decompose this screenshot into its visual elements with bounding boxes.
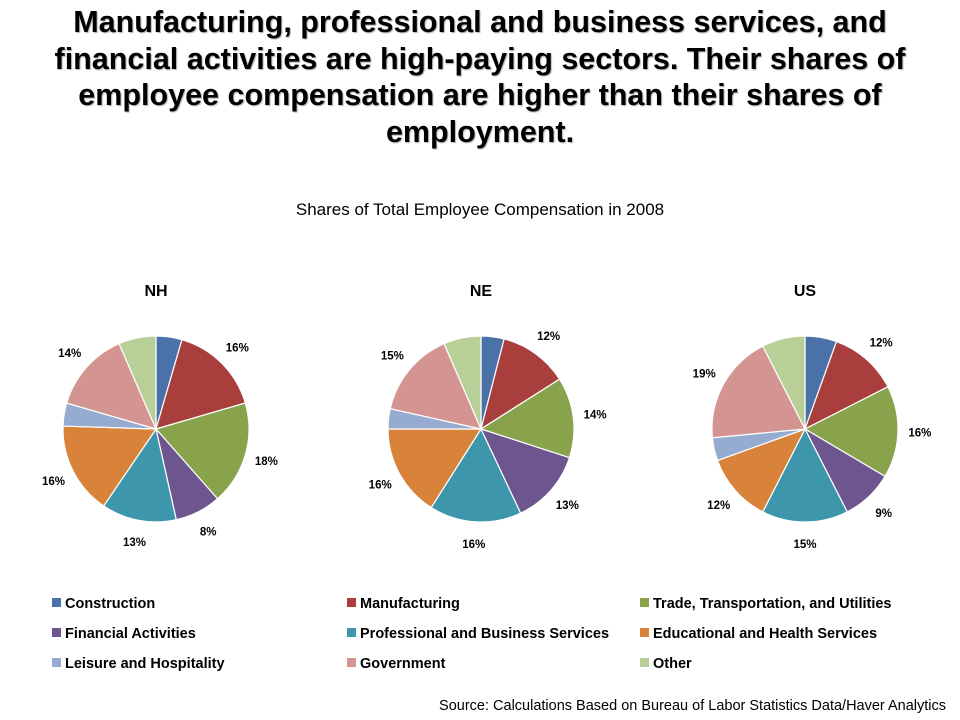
slice-nh-4 — [102, 427, 178, 523]
slice-nh-1 — [155, 338, 247, 430]
legend-label: Financial Activities — [65, 626, 196, 642]
data-label-us-7: 19% — [693, 369, 716, 381]
pie-name-nh: NH — [144, 283, 167, 300]
slice-us-8 — [761, 335, 806, 430]
data-label-us-4: 15% — [793, 539, 816, 551]
slice-ne-8 — [443, 335, 482, 430]
legend-label: Trade, Transportation, and Utilities — [653, 596, 892, 612]
slice-ne-1 — [480, 338, 561, 431]
data-label-us-1: 12% — [870, 338, 893, 350]
pie-name-us: US — [794, 283, 817, 300]
data-label-ne-7: 15% — [381, 351, 404, 363]
slice-nh-2 — [154, 402, 250, 500]
slice-nh-8 — [118, 335, 157, 430]
legend-item: Manufacturing — [347, 596, 460, 612]
slice-us-5 — [716, 427, 807, 513]
slice-ne-5 — [387, 428, 483, 509]
legend-item: Leisure and Hospitality — [52, 656, 225, 672]
legend-swatch — [640, 658, 649, 667]
legend-label: Educational and Health Services — [653, 626, 878, 642]
slice-us-2 — [803, 385, 899, 478]
data-label-us-2: 16% — [908, 428, 931, 440]
legend-swatch — [52, 628, 61, 637]
pie-name-ne: NE — [470, 283, 493, 300]
slice-us-1 — [803, 340, 889, 431]
data-label-ne-1: 12% — [537, 331, 560, 343]
data-label-nh-4: 13% — [123, 537, 146, 549]
data-label-ne-4: 16% — [462, 539, 485, 551]
data-label-us-3: 9% — [875, 508, 892, 520]
legend-swatch — [52, 598, 61, 607]
slice-ne-7 — [389, 342, 483, 430]
pie-us: US 12% 16% 9% 15% 12% 19% — [693, 283, 932, 551]
legend-swatch — [347, 658, 356, 667]
data-label-ne-2: 14% — [584, 410, 607, 422]
legend-item: Educational and Health Services — [640, 626, 877, 642]
legend-label: Leisure and Hospitality — [65, 656, 225, 672]
data-label-nh-2: 18% — [255, 456, 278, 468]
chart-title: Shares of Total Employee Compensation in… — [295, 200, 665, 219]
legend-swatch — [347, 598, 356, 607]
legend-item: Construction — [52, 596, 155, 612]
data-label-nh-5: 16% — [42, 476, 65, 488]
slice-nh-7 — [65, 342, 158, 430]
legend-label: Construction — [65, 596, 156, 612]
legend-swatch — [640, 598, 649, 607]
legend-item: Other — [640, 656, 692, 672]
slice-ne-4 — [430, 427, 522, 523]
slide-title: Manufacturing, professional and business… — [54, 5, 906, 149]
legend-label: Manufacturing — [360, 596, 460, 612]
legend-item: Government — [347, 656, 445, 672]
slice-nh-5 — [62, 425, 158, 507]
pie-nh: NH 16% 18% 8% 13% 16% 14% — [42, 283, 278, 549]
data-label-ne-3: 13% — [556, 500, 579, 512]
data-label-us-5: 12% — [707, 500, 730, 512]
data-label-nh-7: 14% — [58, 348, 81, 360]
source-note: Source: Calculations Based on Bureau of … — [439, 698, 946, 714]
data-label-ne-5: 16% — [369, 479, 392, 491]
slice-ne-3 — [479, 428, 571, 514]
pie-charts: NH16%18%8%13%16%14%NE12%14%13%16%16%15%U… — [42, 283, 932, 551]
legend-swatch — [640, 628, 649, 637]
legend-swatch — [347, 628, 356, 637]
legend-item: Professional and Business Services — [347, 626, 609, 642]
legend-label: Other — [653, 656, 692, 672]
slice-ne-2 — [479, 378, 575, 459]
slice-us-7 — [711, 345, 806, 439]
data-label-nh-3: 8% — [200, 527, 217, 539]
legend-item: Financial Activities — [52, 626, 196, 642]
legend-label: Government — [360, 656, 446, 672]
data-label-nh-1: 16% — [226, 343, 249, 355]
legend-label: Professional and Business Services — [360, 626, 610, 642]
legend-item: Trade, Transportation, and Utilities — [640, 596, 892, 612]
legend-swatch — [52, 658, 61, 667]
pie-ne: NE 12% 14% 13% 16% 16% 15% — [369, 283, 607, 551]
slice-us-4 — [761, 427, 849, 523]
